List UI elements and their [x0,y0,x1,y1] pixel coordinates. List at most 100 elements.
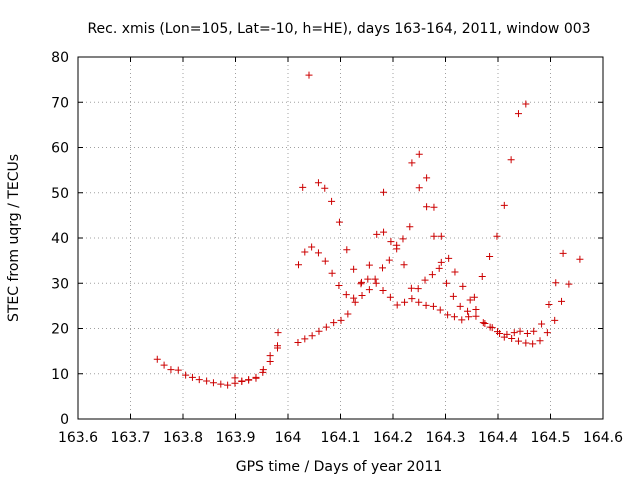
data-point [308,332,316,340]
data-point [479,319,487,327]
data-point [217,380,225,388]
data-point [500,201,508,209]
data-point [371,275,379,283]
data-point [364,275,372,283]
data-point [558,297,566,305]
data-point [470,293,478,301]
data-point [342,291,350,299]
data-point [167,366,175,374]
data-point [407,284,415,292]
data-point [493,232,501,240]
data-point [315,327,323,335]
data-point [458,316,466,324]
data-point [552,279,560,287]
x-tick-label: 164.1 [320,430,360,446]
data-point [400,261,408,269]
x-tick-label: 163.9 [215,430,255,446]
grid [78,57,603,419]
x-tick-label: 163.7 [110,430,150,446]
data-point [414,285,422,293]
y-tick-label: 30 [51,276,69,292]
data-point [299,183,307,191]
data-point [330,319,338,327]
data-point [393,241,401,249]
data-point [496,329,504,337]
data-point [451,268,459,276]
data-point [449,292,457,300]
x-tick-label: 164.6 [583,430,623,446]
data-point [529,340,537,348]
data-point [372,279,380,287]
data-point [343,246,351,254]
data-point [510,329,518,337]
data-point [516,327,524,335]
data-point [464,307,472,315]
data-point [387,238,395,246]
data-point [522,100,530,108]
data-points [153,71,584,389]
data-point [415,184,423,192]
data-point [322,323,330,331]
data-point [481,320,489,328]
data-point [551,316,559,324]
data-point [401,298,409,306]
data-point [160,361,168,369]
data-point [430,232,438,240]
data-point [406,223,414,231]
data-point [478,272,486,280]
x-tick-label: 164 [275,430,302,446]
data-point [351,298,359,306]
data-point [308,243,316,251]
chart-title: Rec. xmis (Lon=105, Lat=-10, h=HE), days… [87,21,590,37]
data-point [301,335,309,343]
data-point [522,339,530,347]
data-point [335,282,343,290]
data-point [259,366,267,374]
data-point [472,312,480,320]
data-point [380,188,388,196]
data-point [422,301,430,309]
data-point [174,366,182,374]
data-point [514,110,522,118]
x-tick-label: 164.3 [425,430,465,446]
data-point [421,276,429,284]
data-point [530,327,538,335]
data-point [188,373,196,381]
data-point [445,254,453,262]
data-point [328,197,336,205]
data-point [245,376,253,384]
data-point [314,179,322,187]
data-point [488,324,496,332]
data-point [357,280,365,288]
data-point [379,286,387,294]
data-point [437,258,445,266]
data-point [305,71,313,79]
data-point [238,377,246,385]
data-point [365,261,373,269]
data-point [365,286,373,294]
data-point [450,313,458,321]
data-point [344,310,352,318]
y-tick-label: 80 [51,50,69,66]
data-point [503,330,511,338]
x-tick-label: 164.4 [478,430,518,446]
data-point [209,379,217,387]
data-point [373,230,381,238]
data-point [472,305,480,313]
axis-ticks: 163.6 163.7 163.8 163.9 164 164.1 164.2 164.3 16… [51,50,623,446]
data-point [321,184,329,192]
y-tick-label: 0 [60,412,69,428]
data-point [436,306,444,314]
data-point [538,320,546,328]
data-point [379,264,386,272]
y-tick-label: 20 [51,322,69,338]
y-tick-label: 60 [51,141,69,157]
data-point [252,373,260,381]
data-point [456,302,464,310]
data-point [335,218,343,226]
data-point [443,279,451,287]
data-point [321,257,329,265]
data-point [486,253,494,261]
data-point [408,159,416,167]
